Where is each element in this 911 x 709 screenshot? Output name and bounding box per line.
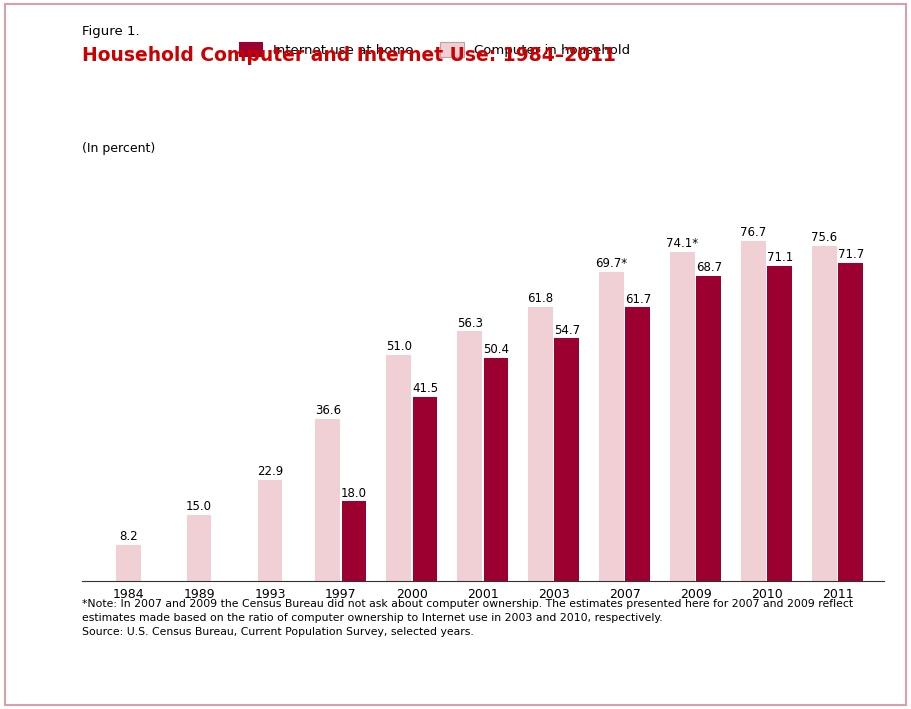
Bar	[528, 307, 553, 581]
Text: Household Computer and Internet Use: 1984–2011: Household Computer and Internet Use: 198…	[82, 46, 616, 65]
Text: 54.7: 54.7	[554, 323, 580, 337]
Bar	[484, 357, 508, 581]
Text: 74.1*: 74.1*	[667, 238, 699, 250]
Text: 36.6: 36.6	[315, 404, 341, 417]
Legend: Internet use at home, Computer in household: Internet use at home, Computer in househ…	[239, 43, 630, 57]
Text: 50.4: 50.4	[483, 342, 509, 356]
Text: 68.7: 68.7	[696, 262, 722, 274]
Text: 56.3: 56.3	[456, 316, 483, 330]
Text: 71.7: 71.7	[837, 248, 864, 261]
Text: *Note: In 2007 and 2009 the Census Bureau did not ask about computer ownership. : *Note: In 2007 and 2009 the Census Burea…	[82, 599, 853, 637]
Bar	[342, 501, 366, 581]
Text: 61.7: 61.7	[625, 293, 651, 306]
Text: 71.1: 71.1	[767, 251, 793, 264]
Bar	[187, 515, 211, 581]
Bar	[386, 354, 411, 581]
Text: 76.7: 76.7	[741, 226, 767, 239]
Text: Figure 1.: Figure 1.	[82, 25, 139, 38]
Bar	[741, 240, 766, 581]
Bar	[670, 252, 695, 581]
Bar	[599, 272, 624, 581]
Text: 69.7*: 69.7*	[596, 257, 628, 270]
Text: 51.0: 51.0	[385, 340, 412, 353]
Bar	[457, 331, 482, 581]
Bar	[116, 545, 140, 581]
Text: 15.0: 15.0	[186, 500, 212, 513]
Bar	[413, 397, 437, 581]
Bar	[315, 419, 340, 581]
Text: 75.6: 75.6	[812, 231, 837, 244]
Bar	[838, 263, 863, 581]
Bar	[696, 277, 722, 581]
Bar	[555, 338, 579, 581]
Bar	[626, 307, 650, 581]
Text: 41.5: 41.5	[412, 382, 438, 395]
Bar	[767, 266, 793, 581]
Bar	[258, 480, 282, 581]
Text: 18.0: 18.0	[341, 486, 367, 500]
Text: 8.2: 8.2	[118, 530, 138, 543]
Text: 22.9: 22.9	[257, 465, 283, 478]
Text: (In percent): (In percent)	[82, 142, 155, 155]
Text: 61.8: 61.8	[527, 292, 554, 305]
Bar	[812, 245, 837, 581]
